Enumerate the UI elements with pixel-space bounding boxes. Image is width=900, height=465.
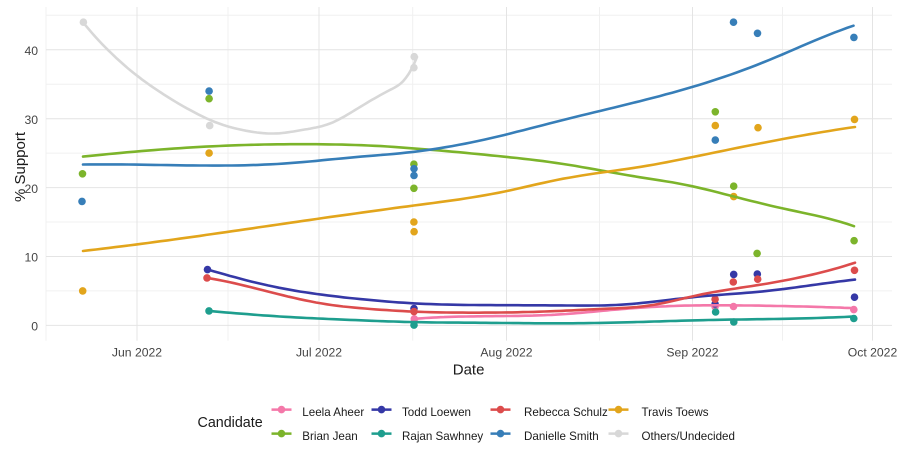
svg-text:Brian Jean: Brian Jean — [302, 430, 357, 443]
svg-text:10: 10 — [24, 251, 38, 265]
svg-text:Travis Toews: Travis Toews — [642, 406, 709, 419]
svg-text:Leela Aheer: Leela Aheer — [302, 406, 364, 419]
svg-text:40: 40 — [24, 44, 38, 58]
svg-text:Jul 2022: Jul 2022 — [296, 346, 342, 360]
svg-text:30: 30 — [24, 113, 38, 127]
svg-text:Oct 2022: Oct 2022 — [848, 346, 898, 360]
svg-text:Sep 2022: Sep 2022 — [666, 346, 718, 360]
svg-text:Others/Undecided: Others/Undecided — [642, 430, 735, 443]
svg-text:Aug 2022: Aug 2022 — [480, 346, 532, 360]
svg-text:20: 20 — [24, 182, 38, 196]
svg-text:Danielle Smith: Danielle Smith — [524, 430, 599, 443]
svg-text:Rajan Sawhney: Rajan Sawhney — [402, 430, 483, 443]
svg-text:0: 0 — [31, 320, 38, 334]
svg-text:% Support: % Support — [12, 131, 29, 202]
svg-text:Jun 2022: Jun 2022 — [112, 346, 162, 360]
svg-text:Todd Loewen: Todd Loewen — [402, 406, 471, 419]
svg-text:Date: Date — [453, 362, 485, 379]
svg-text:Rebecca Schulz: Rebecca Schulz — [524, 406, 608, 419]
svg-text:Candidate: Candidate — [198, 415, 263, 431]
